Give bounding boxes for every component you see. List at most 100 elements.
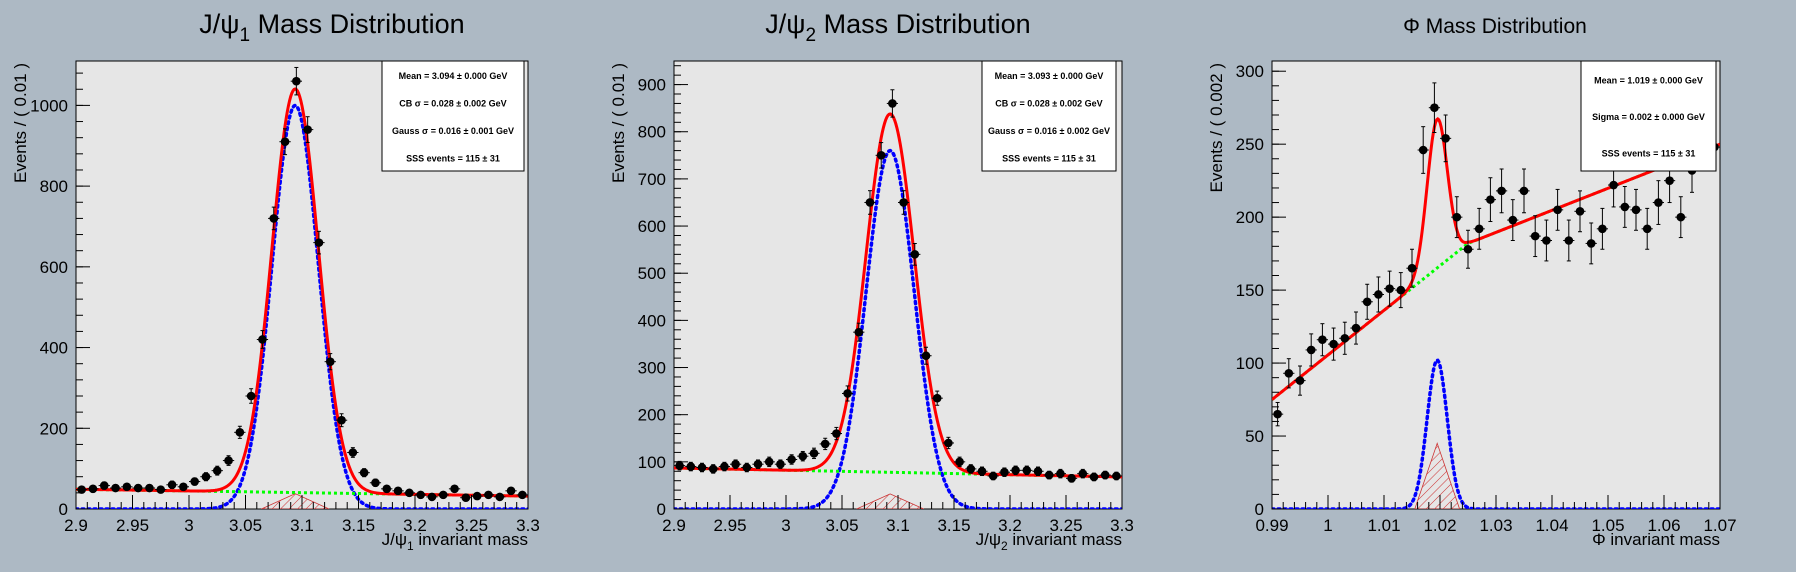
x-tick-label: 2.9 xyxy=(662,516,686,535)
data-point-marker xyxy=(776,459,785,469)
data-point-marker xyxy=(865,198,875,207)
x-tick-label: 1.07 xyxy=(1703,516,1736,535)
data-point xyxy=(1316,323,1328,357)
data-point-marker xyxy=(753,459,763,469)
data-point xyxy=(1021,465,1033,476)
data-point xyxy=(1043,470,1055,480)
data-point-marker xyxy=(393,486,403,496)
data-point xyxy=(965,464,977,474)
data-point xyxy=(886,89,898,118)
data-point-marker xyxy=(438,490,448,500)
data-point-marker xyxy=(1022,466,1032,475)
data-point xyxy=(460,493,472,502)
x-tick-label: 2.95 xyxy=(116,516,149,535)
data-point-marker xyxy=(1089,472,1099,482)
data-point-marker xyxy=(1078,469,1088,478)
data-point xyxy=(1350,311,1362,345)
data-point xyxy=(898,190,910,215)
data-point-marker xyxy=(1112,471,1121,481)
data-point xyxy=(1428,82,1440,134)
data-point-marker xyxy=(944,438,953,448)
data-point-marker xyxy=(371,478,380,488)
data-point-marker xyxy=(122,482,132,492)
data-point xyxy=(1328,327,1340,361)
data-point xyxy=(1473,207,1485,250)
data-point-marker xyxy=(518,490,527,500)
x-tick-label: 1.02 xyxy=(1423,516,1456,535)
data-point xyxy=(875,142,887,169)
y-tick-label: 100 xyxy=(1236,354,1264,373)
stats-box-frame xyxy=(981,60,1117,172)
data-point-marker xyxy=(787,455,796,464)
data-point-marker xyxy=(720,462,729,471)
data-point xyxy=(1540,219,1552,262)
data-point-marker xyxy=(742,463,752,472)
data-point xyxy=(234,425,246,439)
data-point xyxy=(1395,272,1407,309)
data-point-marker xyxy=(303,125,312,134)
data-point xyxy=(415,490,427,500)
y-tick-label: 600 xyxy=(638,217,666,236)
data-point-marker xyxy=(1362,297,1372,307)
x-axis-label: J/ψ2 invariant mass xyxy=(976,530,1122,553)
data-point xyxy=(426,492,438,502)
data-point xyxy=(685,461,697,472)
data-point xyxy=(786,454,798,465)
stats-box: Mean = 3.093 ± 0.000 GeV CB σ = 0.028 ± 0… xyxy=(981,60,1117,172)
data-point xyxy=(730,459,742,469)
data-point xyxy=(392,486,404,496)
chart-title-main: J/ψ xyxy=(199,9,239,39)
data-point-marker xyxy=(1542,236,1551,245)
data-point-marker xyxy=(888,99,897,108)
data-point-marker xyxy=(1474,224,1484,234)
axes: 2.9 2.95 3 3.05 3.1 3.15 3.2 3.25 3.3 0 200 400 600 8… xyxy=(30,72,540,535)
data-point xyxy=(324,353,336,371)
data-point-marker xyxy=(1011,466,1020,475)
x-axis-label: Φ invariant mass xyxy=(1592,530,1720,549)
chart-title-main: Φ Mass Distribution xyxy=(1403,15,1587,38)
data-point-marker xyxy=(506,486,516,496)
y-tick-label: 300 xyxy=(638,359,666,378)
data-point-marker xyxy=(472,491,482,501)
chart-title-rest: Mass Distribution xyxy=(816,9,1031,39)
x-tick-label: 2.9 xyxy=(64,516,88,535)
data-point xyxy=(1574,190,1586,233)
stats-entry: Mean = 1.019 ± 0.000 GeV xyxy=(1594,75,1703,85)
data-point xyxy=(200,472,212,482)
stats-box-frame xyxy=(381,60,525,172)
data-point xyxy=(774,459,786,469)
data-point-marker xyxy=(820,439,830,449)
data-point xyxy=(245,388,257,404)
data-point-marker xyxy=(697,463,707,472)
hatched-component xyxy=(856,493,924,509)
data-point xyxy=(1088,472,1100,482)
data-point-marker xyxy=(280,137,290,147)
data-point xyxy=(1630,188,1642,231)
chart-title-rest: Mass Distribution xyxy=(250,9,465,39)
data-point-marker xyxy=(201,472,211,482)
data-point xyxy=(155,485,167,494)
data-point-marker xyxy=(416,490,425,500)
data-point xyxy=(1496,168,1508,214)
data-point-marker xyxy=(167,480,177,490)
data-point-marker xyxy=(190,477,199,486)
chart-title-main: J/ψ xyxy=(765,9,805,39)
data-point xyxy=(808,447,820,460)
y-tick-label: 400 xyxy=(638,311,666,330)
y-tick-label: 0 xyxy=(657,500,666,519)
x-tick-label: 3.15 xyxy=(937,516,970,535)
y-tick-label: 0 xyxy=(1255,500,1264,519)
data-point-marker xyxy=(1486,195,1495,204)
data-point xyxy=(143,483,156,493)
data-point xyxy=(335,413,348,428)
data-point xyxy=(1675,196,1687,239)
data-point xyxy=(177,482,189,492)
data-point-marker xyxy=(1631,205,1641,215)
y-tick-label: 0 xyxy=(59,500,68,519)
data-point-marker xyxy=(77,485,86,494)
data-point xyxy=(819,437,831,451)
stats-entry: Mean = 3.093 ± 0.000 GeV xyxy=(995,71,1104,81)
x-tick-label: 1.05 xyxy=(1591,516,1624,535)
y-tick-label: 600 xyxy=(40,258,68,277)
